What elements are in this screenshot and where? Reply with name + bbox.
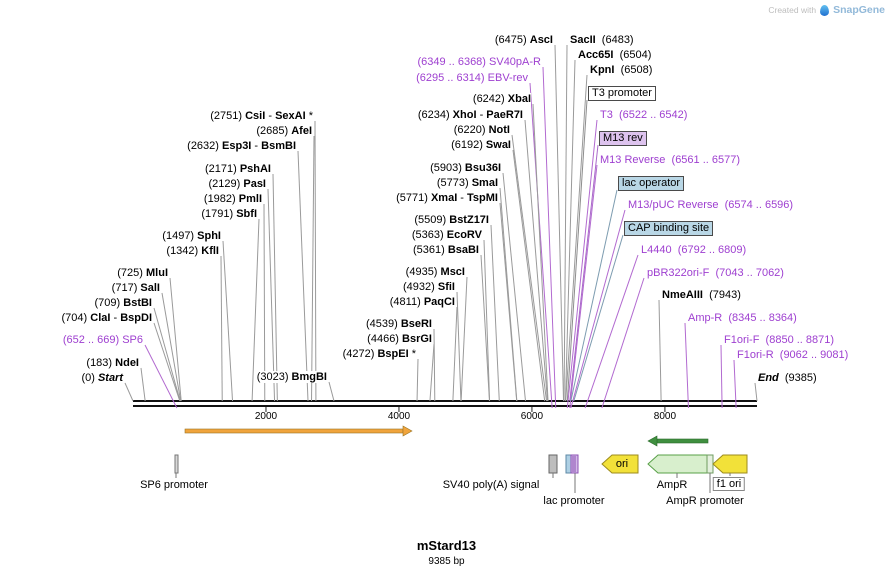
watermark-text: Created with [768, 5, 817, 15]
marker-end-pointer-line [754, 382, 758, 402]
ampr-feature[interactable] [647, 454, 708, 474]
site-bsabi-pointer-line [480, 254, 490, 402]
primer-m13-puc-reverse-pointer-line [570, 209, 626, 409]
site-bspei-pointer-line [416, 358, 419, 402]
site-esp3i-bsmbi-pointer-line [297, 150, 309, 402]
primer-ebv-rev-pointer-line [529, 82, 553, 409]
feature-lac-operator-label-pointer-line [570, 189, 618, 402]
site-bsrgi-pointer-line [429, 343, 435, 402]
primer-m13-rev-label-pointer-line [569, 144, 599, 402]
site-csii-sexai-pointer-line [314, 120, 317, 402]
ampr-promoter-feature[interactable] [706, 454, 714, 474]
primer-sp6-pointer-line [144, 344, 178, 409]
primer-f1ori-f-pointer-line [720, 344, 723, 409]
snapgene-watermark: Created with SnapGene [768, 4, 885, 16]
site-kpni-pointer-line [565, 74, 588, 402]
site-acc65i-pointer-line [564, 59, 576, 402]
primer-sv40pa-r-pointer-line [542, 66, 557, 409]
site-sacii-pointer-line [563, 44, 568, 402]
site-msci-pointer-line [460, 276, 468, 402]
primer-t3-pointer-line [566, 119, 598, 409]
site-bseri-pointer-line [433, 328, 436, 402]
snapgene-brand: SnapGene [833, 4, 885, 16]
lac-operator-feature[interactable] [565, 454, 572, 474]
site-pshai-pointer-line [272, 173, 278, 402]
stard13-insert-arrow[interactable] [402, 425, 413, 437]
primer-l4440-pointer-line [584, 254, 639, 409]
site-sali-pointer-line [161, 292, 182, 402]
site-sbfi-pointer-line [251, 218, 260, 402]
site-clai-bspdi-pointer-line [153, 322, 181, 402]
ampr-direction-arrow[interactable] [647, 435, 658, 447]
site-sfii-pointer-line [456, 291, 462, 402]
sv40-polya-feature[interactable] [548, 454, 558, 474]
site-bstbi-pointer-line [153, 307, 181, 402]
primer-pbr322ori-f-pointer-line [601, 277, 645, 409]
site-kfli-pointer-line [220, 255, 223, 402]
site-bsu36i-pointer-line [502, 172, 526, 402]
plasmid-name: mStard13 [416, 538, 477, 553]
site-xhoi-paer7i-pointer-line [524, 119, 548, 402]
site-asci-pointer-line [554, 44, 565, 402]
site-mlui-pointer-line [169, 277, 182, 402]
feature-t3-promoter-label-pointer-line [566, 99, 588, 402]
site-sphi-pointer-line [222, 240, 234, 402]
sp6-promoter-feature[interactable] [174, 454, 179, 474]
f1-ori-feature[interactable] [712, 454, 748, 474]
site-ndei-pointer-line [140, 367, 146, 402]
site-xbai-pointer-line [532, 103, 549, 402]
site-bstz17i-pointer-line [490, 224, 500, 402]
site-nmeaiii-pointer-line [658, 299, 662, 402]
site-noti-pointer-line [511, 134, 548, 402]
primer-m13-reverse-pointer-line [569, 164, 598, 409]
ori-feature[interactable] [601, 454, 639, 474]
feature-cap-binding-site-label-pointer-line [573, 234, 624, 402]
primer-amp-r-pointer-line [684, 322, 689, 409]
marker-start-pointer-line [124, 382, 134, 402]
stard13-insert-arrow-body[interactable] [184, 428, 404, 434]
plasmid-length: 9385 bp [428, 556, 465, 567]
ampr-direction-arrow-body[interactable] [656, 438, 709, 444]
site-ecorv-pointer-line [483, 239, 491, 402]
site-pmli-pointer-line [263, 203, 266, 402]
site-bmgbi-pointer-line [328, 381, 335, 402]
site-xmai-tspmi-pointer-line [499, 202, 518, 402]
site-swai-pointer-line [512, 149, 546, 402]
site-afei-pointer-line [311, 135, 315, 402]
primer-f1ori-r-pointer-line [733, 359, 737, 409]
snapgene-logo-icon [820, 4, 830, 16]
site-pasi-pointer-line [267, 188, 276, 402]
site-paqci-pointer-line [452, 306, 458, 402]
